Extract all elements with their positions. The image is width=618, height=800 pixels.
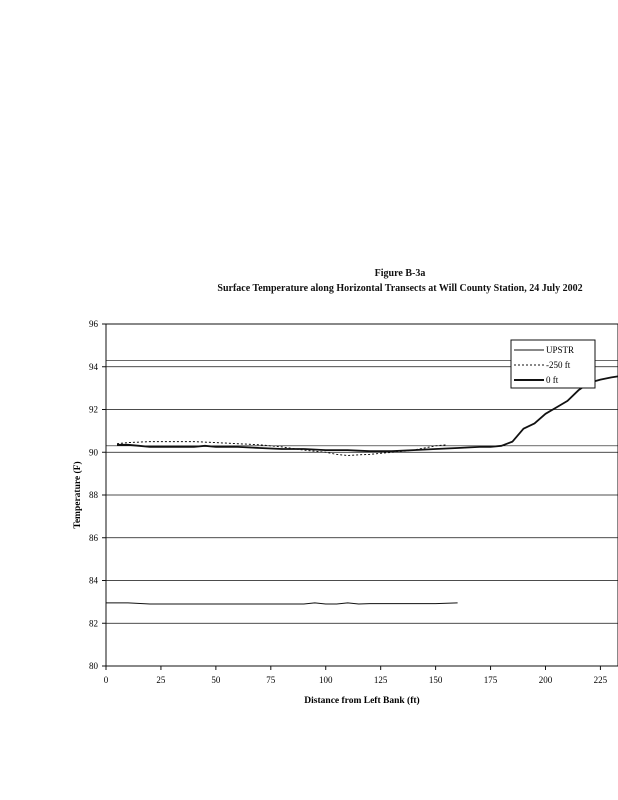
- x-tick-label: 125: [374, 675, 388, 685]
- chart-title-block: Figure B-3a Surface Temperature along Ho…: [180, 266, 618, 296]
- x-tick-label: 225: [594, 675, 608, 685]
- x-tick-label: 25: [156, 675, 166, 685]
- x-axis-label: Distance from Left Bank (ft): [304, 695, 419, 706]
- legend-label-0ft: 0 ft: [546, 375, 559, 385]
- x-tick-label: 150: [429, 675, 443, 685]
- x-tick-label: 200: [539, 675, 553, 685]
- x-tick-label: 175: [484, 675, 498, 685]
- y-axis: 80 82 84 86 88 90 92 94 96: [89, 319, 106, 671]
- legend-label-250ft: -250 ft: [546, 360, 571, 370]
- y-tick-label: 80: [89, 661, 99, 671]
- x-axis: 0 25 50 75 100 125 150 175 200 225: [104, 666, 608, 685]
- y-tick-label: 94: [89, 362, 99, 372]
- y-tick-label: 90: [89, 447, 99, 457]
- y-tick-label: 82: [89, 618, 98, 628]
- x-tick-label: 75: [266, 675, 276, 685]
- chart-title: Figure B-3a: [374, 268, 426, 279]
- chart-subtitle: Surface Temperature along Horizontal Tra…: [217, 283, 583, 294]
- y-tick-label: 84: [89, 576, 99, 586]
- y-tick-label: 86: [89, 533, 99, 543]
- x-tick-label: 0: [104, 675, 109, 685]
- y-tick-label: 96: [89, 319, 99, 329]
- y-tick-label: 92: [89, 405, 98, 415]
- series-group: [106, 375, 618, 605]
- x-tick-label: 100: [319, 675, 333, 685]
- y-tick-label: 88: [89, 490, 99, 500]
- x-tick-label: 50: [211, 675, 221, 685]
- series-line-2: [117, 375, 618, 453]
- legend: UPSTR -250 ft 0 ft: [510, 339, 596, 389]
- y-axis-label: Temperature (F): [72, 461, 83, 528]
- gridlines: [106, 366, 618, 624]
- legend-label-upstr: UPSTR: [546, 345, 574, 355]
- series-line-0: [106, 602, 458, 605]
